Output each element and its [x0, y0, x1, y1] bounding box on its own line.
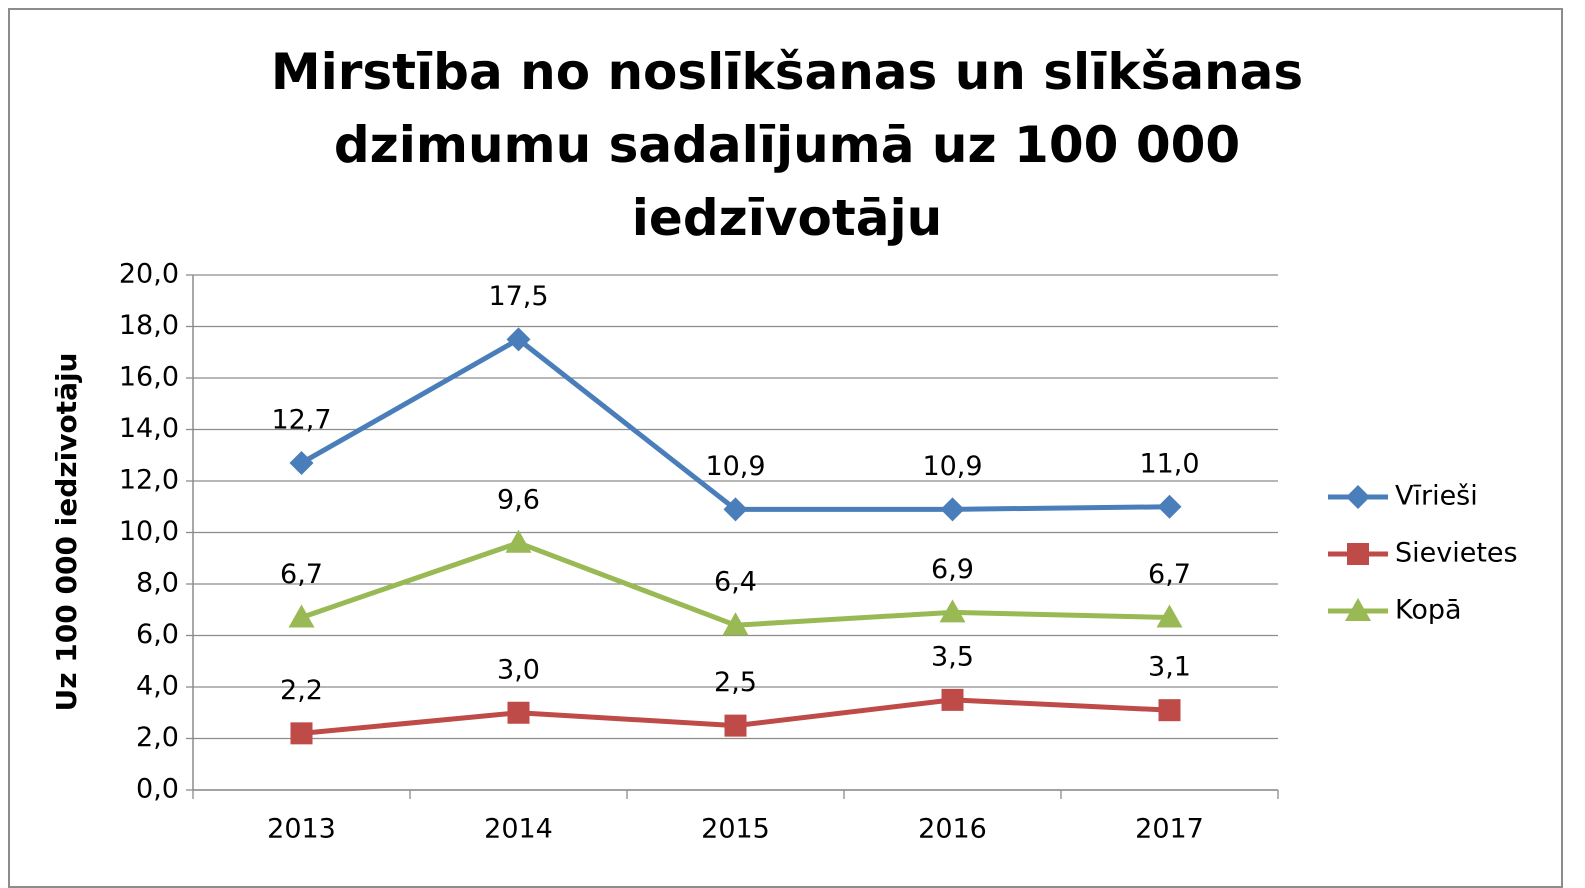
- data-label: 6,4: [714, 567, 757, 598]
- data-point: [505, 529, 532, 553]
- data-point: [724, 714, 747, 737]
- y-tick-label: 2,0: [136, 722, 179, 753]
- data-point: [506, 327, 531, 352]
- legend-label: Kopā: [1395, 595, 1462, 626]
- data-point: [507, 701, 530, 724]
- y-tick-label: 12,0: [119, 465, 179, 496]
- data-point: [939, 599, 966, 623]
- y-tick-label: 0,0: [136, 774, 179, 805]
- data-label: 2,5: [714, 667, 757, 698]
- data-point: [290, 722, 313, 745]
- x-tick-label: 2014: [484, 814, 553, 845]
- y-tick-label: 14,0: [119, 413, 179, 444]
- legend-marker: [1345, 598, 1371, 621]
- data-label: 17,5: [488, 281, 548, 312]
- data-point: [1158, 699, 1181, 722]
- data-label: 6,9: [931, 554, 974, 585]
- series-line: [300, 336, 1170, 512]
- legend-marker: [1346, 485, 1370, 509]
- x-tick-label: 2016: [918, 814, 987, 845]
- y-tick-label: 4,0: [136, 671, 179, 702]
- x-tick-label: 2013: [267, 814, 336, 845]
- y-tick-label: 16,0: [119, 362, 179, 393]
- data-label: 6,7: [280, 559, 323, 590]
- data-label: 11,0: [1139, 448, 1199, 479]
- y-tick-label: 8,0: [136, 568, 179, 599]
- legend-marker: [1347, 543, 1369, 565]
- legend-label: Sievietes: [1395, 538, 1518, 569]
- legend-label: Vīrieši: [1395, 481, 1478, 512]
- data-label: 2,2: [280, 675, 323, 706]
- y-tick-label: 10,0: [119, 516, 179, 547]
- y-tick-label: 6,0: [136, 619, 179, 650]
- data-label: 6,7: [1148, 559, 1191, 590]
- y-axis-label: Uz 100 000 iedzīvotāju: [50, 353, 83, 712]
- y-tick-label: 20,0: [119, 259, 179, 290]
- data-label: 3,0: [497, 654, 540, 685]
- y-tick-label: 18,0: [119, 310, 179, 341]
- data-label: 3,5: [931, 641, 974, 672]
- data-label: 3,1: [1148, 652, 1191, 683]
- data-point: [722, 612, 749, 636]
- data-point: [1156, 604, 1183, 628]
- x-tick-label: 2015: [701, 814, 770, 845]
- data-point: [288, 604, 315, 628]
- chart-title: Mirstība no noslīkšanas un slīkšanas dzi…: [270, 43, 1304, 247]
- x-tick-label: 2017: [1135, 814, 1204, 845]
- data-point: [289, 450, 314, 475]
- data-point: [723, 497, 748, 522]
- data-point: [941, 688, 964, 711]
- data-point: [1157, 494, 1182, 519]
- data-label: 12,7: [271, 404, 331, 435]
- data-label: 10,9: [922, 451, 982, 482]
- data-point: [940, 497, 965, 522]
- data-label: 9,6: [497, 484, 540, 515]
- data-label: 10,9: [705, 451, 765, 482]
